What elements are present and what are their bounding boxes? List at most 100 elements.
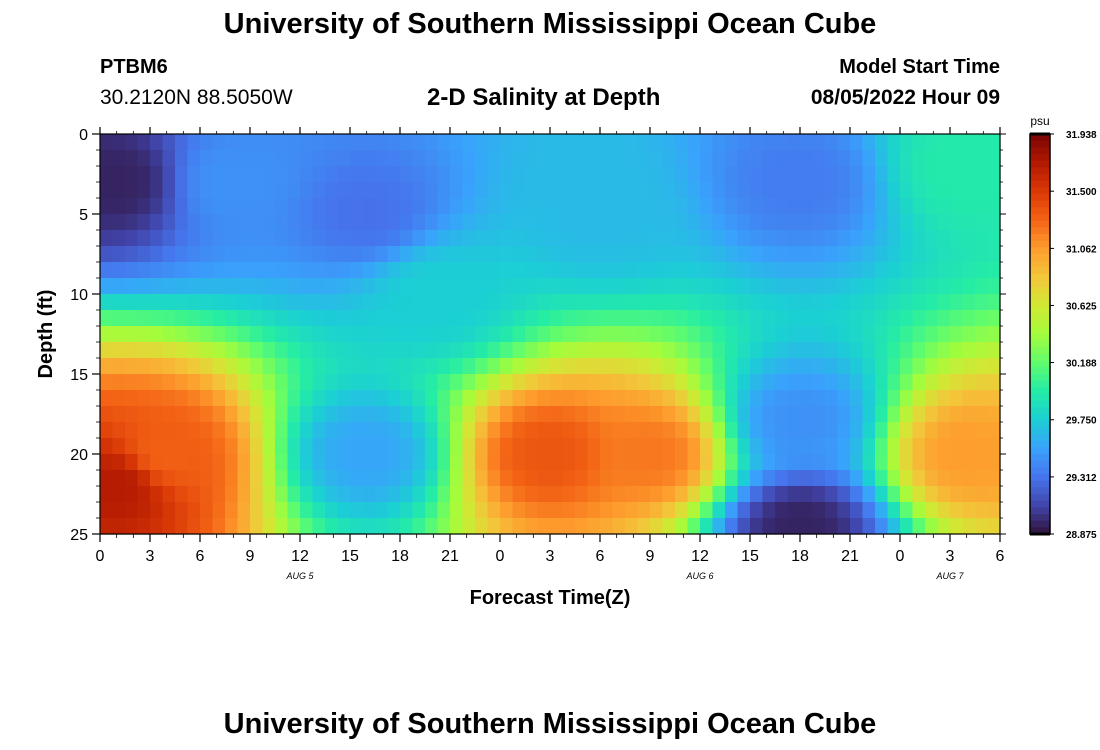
heatmap-cell	[800, 214, 814, 231]
colorbar-swatch	[1030, 420, 1050, 428]
heatmap-cell	[912, 390, 926, 407]
heatmap-cell	[962, 262, 976, 279]
colorbar-swatch	[1030, 254, 1050, 262]
heatmap-cell	[100, 182, 114, 199]
heatmap-cell	[525, 310, 539, 327]
y-tick-label: 20	[70, 447, 88, 464]
heatmap-cell	[512, 198, 526, 215]
heatmap-cell	[737, 182, 751, 199]
heatmap-cell	[512, 262, 526, 279]
heatmap-cell	[725, 246, 739, 263]
heatmap-cell	[425, 246, 439, 263]
heatmap-cell	[387, 454, 401, 471]
x-tick-label: 15	[341, 548, 359, 565]
heatmap-cell	[887, 214, 901, 231]
heatmap-cell	[987, 374, 1001, 391]
x-tick-label: 9	[246, 548, 255, 565]
heatmap-cell	[300, 182, 314, 199]
heatmap-cell	[825, 470, 839, 487]
heatmap-cell	[500, 310, 514, 327]
heatmap-cell	[275, 422, 289, 439]
heatmap-cell	[175, 502, 189, 519]
heatmap-cell	[325, 262, 339, 279]
heatmap-cell	[887, 422, 901, 439]
heatmap-cell	[587, 486, 601, 503]
heatmap-cell	[662, 230, 676, 247]
heatmap-cell	[925, 262, 939, 279]
heatmap-cell	[325, 230, 339, 247]
heatmap-cell	[362, 470, 376, 487]
heatmap-cell	[550, 502, 564, 519]
heatmap-cell	[587, 454, 601, 471]
heatmap-cell	[437, 326, 451, 343]
heatmap-cell	[250, 230, 264, 247]
heatmap-cell	[550, 342, 564, 359]
heatmap-cell	[675, 262, 689, 279]
heatmap-cell	[487, 422, 501, 439]
heatmap-cell	[962, 310, 976, 327]
heatmap-cell	[825, 310, 839, 327]
heatmap-cell	[312, 214, 326, 231]
colorbar-swatch	[1030, 294, 1050, 302]
heatmap-cell	[925, 390, 939, 407]
colorbar-swatch	[1030, 320, 1050, 328]
heatmap-cell	[662, 342, 676, 359]
heatmap-cell	[512, 278, 526, 295]
heatmap-cell	[112, 182, 126, 199]
heatmap-cell	[225, 150, 239, 167]
heatmap-cell	[100, 198, 114, 215]
heatmap-cell	[137, 454, 151, 471]
heatmap-cell	[812, 182, 826, 199]
heatmap-cell	[387, 134, 401, 151]
heatmap-cell	[187, 150, 201, 167]
heatmap-cell	[525, 150, 539, 167]
heatmap-cell	[350, 518, 364, 535]
heatmap-cell	[975, 342, 989, 359]
heatmap-cell	[625, 182, 639, 199]
heatmap-cell	[862, 358, 876, 375]
heatmap-cell	[187, 230, 201, 247]
heatmap-cell	[975, 262, 989, 279]
heatmap-cell	[237, 150, 251, 167]
heatmap-cell	[937, 374, 951, 391]
heatmap-cell	[712, 278, 726, 295]
heatmap-cell	[562, 470, 576, 487]
heatmap-cell	[987, 486, 1001, 503]
heatmap-cell	[950, 310, 964, 327]
heatmap-cell	[162, 502, 176, 519]
heatmap-cell	[962, 134, 976, 151]
x-date-label: AUG 7	[935, 571, 964, 581]
heatmap-cell	[925, 358, 939, 375]
heatmap-cell	[762, 246, 776, 263]
heatmap-cell	[587, 358, 601, 375]
heatmap-cell	[125, 262, 139, 279]
heatmap-cell	[212, 406, 226, 423]
heatmap-cell	[962, 358, 976, 375]
heatmap-cell	[712, 326, 726, 343]
heatmap-cell	[462, 502, 476, 519]
heatmap-cell	[137, 278, 151, 295]
heatmap-cell	[500, 342, 514, 359]
heatmap-cell	[275, 166, 289, 183]
heatmap-cell	[225, 246, 239, 263]
heatmap-cell	[962, 182, 976, 199]
heatmap-cell	[700, 374, 714, 391]
heatmap-cell	[975, 406, 989, 423]
heatmap-cell	[925, 486, 939, 503]
heatmap-cell	[862, 342, 876, 359]
heatmap-cell	[562, 358, 576, 375]
heatmap-cell	[237, 278, 251, 295]
heatmap-cell	[862, 278, 876, 295]
heatmap-cell	[312, 342, 326, 359]
heatmap-cell	[150, 134, 164, 151]
heatmap-cell	[100, 150, 114, 167]
heatmap-cell	[212, 198, 226, 215]
heatmap-cell	[300, 150, 314, 167]
heatmap-cell	[500, 134, 514, 151]
heatmap-cell	[575, 422, 589, 439]
heatmap-cell	[887, 150, 901, 167]
heatmap-cell	[225, 358, 239, 375]
heatmap-cell	[150, 262, 164, 279]
heatmap-cell	[350, 374, 364, 391]
heatmap-cell	[762, 342, 776, 359]
